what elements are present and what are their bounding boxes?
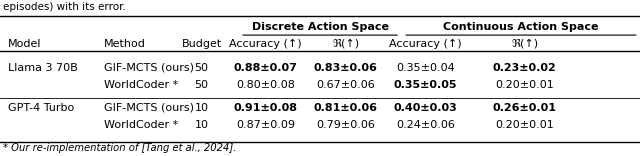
Text: 0.67±0.06: 0.67±0.06 <box>316 80 375 90</box>
Text: Budget: Budget <box>182 39 221 49</box>
Text: GIF-MCTS (ours): GIF-MCTS (ours) <box>104 103 194 113</box>
Text: 0.26±0.01: 0.26±0.01 <box>493 103 557 113</box>
Text: episodes) with its error.: episodes) with its error. <box>3 2 126 12</box>
Text: Accuracy (↑): Accuracy (↑) <box>389 39 462 49</box>
Text: WorldCoder *: WorldCoder * <box>104 120 178 130</box>
Text: * Our re-implementation of [Tang et al., 2024].: * Our re-implementation of [Tang et al.,… <box>3 143 237 153</box>
Text: GPT-4 Turbo: GPT-4 Turbo <box>8 103 74 113</box>
Text: 0.35±0.04: 0.35±0.04 <box>396 63 455 73</box>
Text: Accuracy (↑): Accuracy (↑) <box>229 39 302 49</box>
Text: 10: 10 <box>195 103 209 113</box>
Text: 0.20±0.01: 0.20±0.01 <box>495 80 554 90</box>
Text: 0.88±0.07: 0.88±0.07 <box>234 63 298 73</box>
Text: 0.24±0.06: 0.24±0.06 <box>396 120 455 130</box>
Text: Llama 3 70B: Llama 3 70B <box>8 63 77 73</box>
Text: 10: 10 <box>195 120 209 130</box>
Text: GIF-MCTS (ours): GIF-MCTS (ours) <box>104 63 194 73</box>
Text: 0.83±0.06: 0.83±0.06 <box>314 63 378 73</box>
Text: 0.35±0.05: 0.35±0.05 <box>394 80 458 90</box>
Text: Model: Model <box>8 39 41 49</box>
Text: ℜ(↑): ℜ(↑) <box>511 39 538 49</box>
Text: 50: 50 <box>195 63 209 73</box>
Text: 0.23±0.02: 0.23±0.02 <box>493 63 557 73</box>
Text: 0.80±0.08: 0.80±0.08 <box>236 80 295 90</box>
Text: 50: 50 <box>195 80 209 90</box>
Text: WorldCoder *: WorldCoder * <box>104 80 178 90</box>
Text: 0.40±0.03: 0.40±0.03 <box>394 103 458 113</box>
Text: Discrete Action Space: Discrete Action Space <box>252 22 388 32</box>
Text: 0.81±0.06: 0.81±0.06 <box>314 103 378 113</box>
Text: 0.91±0.08: 0.91±0.08 <box>234 103 298 113</box>
Text: ℜ(↑): ℜ(↑) <box>332 39 359 49</box>
Text: 0.20±0.01: 0.20±0.01 <box>495 120 554 130</box>
Text: Method: Method <box>104 39 145 49</box>
Text: 0.79±0.06: 0.79±0.06 <box>316 120 375 130</box>
Text: 0.87±0.09: 0.87±0.09 <box>236 120 295 130</box>
Text: Continuous Action Space: Continuous Action Space <box>444 22 598 32</box>
